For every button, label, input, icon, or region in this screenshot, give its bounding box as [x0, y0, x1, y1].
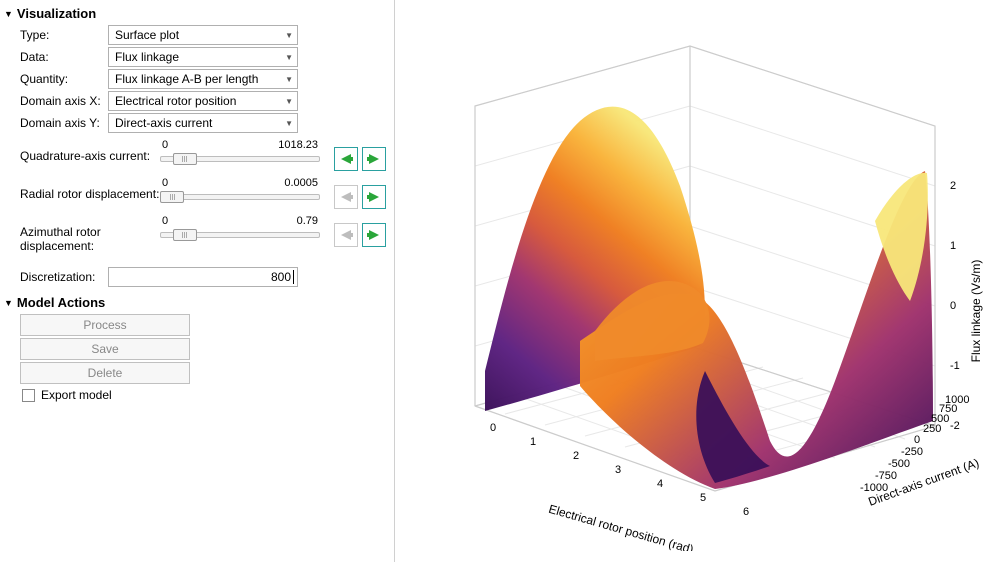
- svg-text:1: 1: [530, 436, 536, 448]
- quantity-dropdown[interactable]: Flux linkage A-B per length ▼: [108, 69, 298, 89]
- data-dropdown[interactable]: Flux linkage ▼: [108, 47, 298, 67]
- left-panel: ▼ Visualization Type: Surface plot ▼ Dat…: [0, 0, 395, 562]
- quad_current-next-button[interactable]: [362, 147, 386, 171]
- svg-text:-2: -2: [950, 420, 960, 432]
- domain-y-dropdown[interactable]: Direct-axis current ▼: [108, 113, 298, 133]
- type-dropdown[interactable]: Surface plot ▼: [108, 25, 298, 45]
- svg-text:-1: -1: [950, 360, 960, 372]
- azim_disp-slider[interactable]: [160, 227, 320, 243]
- radial_disp-min: 0: [162, 177, 168, 189]
- quantity-label: Quantity:: [20, 72, 108, 86]
- svg-text:6: 6: [743, 506, 749, 518]
- azim_disp-next-button[interactable]: [362, 223, 386, 247]
- process-button[interactable]: Process: [20, 314, 190, 336]
- svg-text:3: 3: [615, 464, 621, 476]
- domain-y-label: Domain axis Y:: [20, 116, 108, 130]
- collapse-icon: ▼: [4, 298, 13, 308]
- svg-text:-750: -750: [875, 470, 897, 482]
- radial_disp-slider[interactable]: [160, 189, 320, 205]
- domain-x-label: Domain axis X:: [20, 94, 108, 108]
- radial_disp-prev-button[interactable]: [334, 185, 358, 209]
- type-label: Type:: [20, 28, 108, 42]
- export-model-label: Export model: [41, 388, 112, 402]
- radial_disp-max: 0.0005: [284, 177, 318, 189]
- quantity-value: Flux linkage A-B per length: [115, 72, 258, 86]
- quad_current-max: 1018.23: [278, 139, 318, 151]
- visualization-section-header[interactable]: ▼ Visualization: [4, 6, 386, 21]
- plot-panel: -2 -1 0 1 2 0 1 2 3 4 5 6 -1000 -750 -50…: [395, 0, 1005, 562]
- section-title: Model Actions: [17, 295, 105, 310]
- azim_disp-max: 0.79: [297, 215, 318, 227]
- svg-text:5: 5: [700, 492, 706, 504]
- domain-y-value: Direct-axis current: [115, 116, 212, 130]
- chevron-down-icon: ▼: [285, 97, 293, 106]
- quad_current-min: 0: [162, 139, 168, 151]
- svg-text:0: 0: [490, 422, 496, 434]
- svg-text:Flux linkage (Vs/m): Flux linkage (Vs/m): [969, 260, 983, 363]
- svg-text:0: 0: [950, 300, 956, 312]
- type-value: Surface plot: [115, 28, 179, 42]
- domain-x-dropdown[interactable]: Electrical rotor position ▼: [108, 91, 298, 111]
- azim_disp-min: 0: [162, 215, 168, 227]
- radial_disp-label: Radial rotor displacement:: [20, 177, 160, 201]
- delete-button[interactable]: Delete: [20, 362, 190, 384]
- svg-text:-500: -500: [888, 458, 910, 470]
- discretization-label: Discretization:: [20, 270, 108, 284]
- svg-text:1: 1: [950, 240, 956, 252]
- quad_current-prev-button[interactable]: [334, 147, 358, 171]
- svg-text:2: 2: [950, 180, 956, 192]
- model-actions-section-header[interactable]: ▼ Model Actions: [4, 295, 386, 310]
- section-title: Visualization: [17, 6, 96, 21]
- quad_current-label: Quadrature-axis current:: [20, 139, 160, 163]
- collapse-icon: ▼: [4, 9, 13, 19]
- chevron-down-icon: ▼: [285, 119, 293, 128]
- azim_disp-label: Azimuthal rotor displacement:: [20, 215, 160, 253]
- surface-plot[interactable]: -2 -1 0 1 2 0 1 2 3 4 5 6 -1000 -750 -50…: [405, 11, 995, 551]
- svg-text:0: 0: [914, 434, 920, 446]
- radial_disp-next-button[interactable]: [362, 185, 386, 209]
- chevron-down-icon: ▼: [285, 53, 293, 62]
- chevron-down-icon: ▼: [285, 31, 293, 40]
- svg-text:1000: 1000: [945, 394, 969, 406]
- svg-text:-250: -250: [901, 446, 923, 458]
- domain-x-value: Electrical rotor position: [115, 94, 236, 108]
- chevron-down-icon: ▼: [285, 75, 293, 84]
- quad_current-slider[interactable]: [160, 151, 320, 167]
- svg-text:4: 4: [657, 478, 663, 490]
- data-label: Data:: [20, 50, 108, 64]
- discretization-input[interactable]: [108, 267, 298, 287]
- export-model-checkbox[interactable]: [22, 389, 35, 402]
- svg-text:Electrical rotor position (rad: Electrical rotor position (rad): [547, 502, 695, 551]
- azim_disp-prev-button[interactable]: [334, 223, 358, 247]
- save-button[interactable]: Save: [20, 338, 190, 360]
- data-value: Flux linkage: [115, 50, 179, 64]
- svg-text:2: 2: [573, 450, 579, 462]
